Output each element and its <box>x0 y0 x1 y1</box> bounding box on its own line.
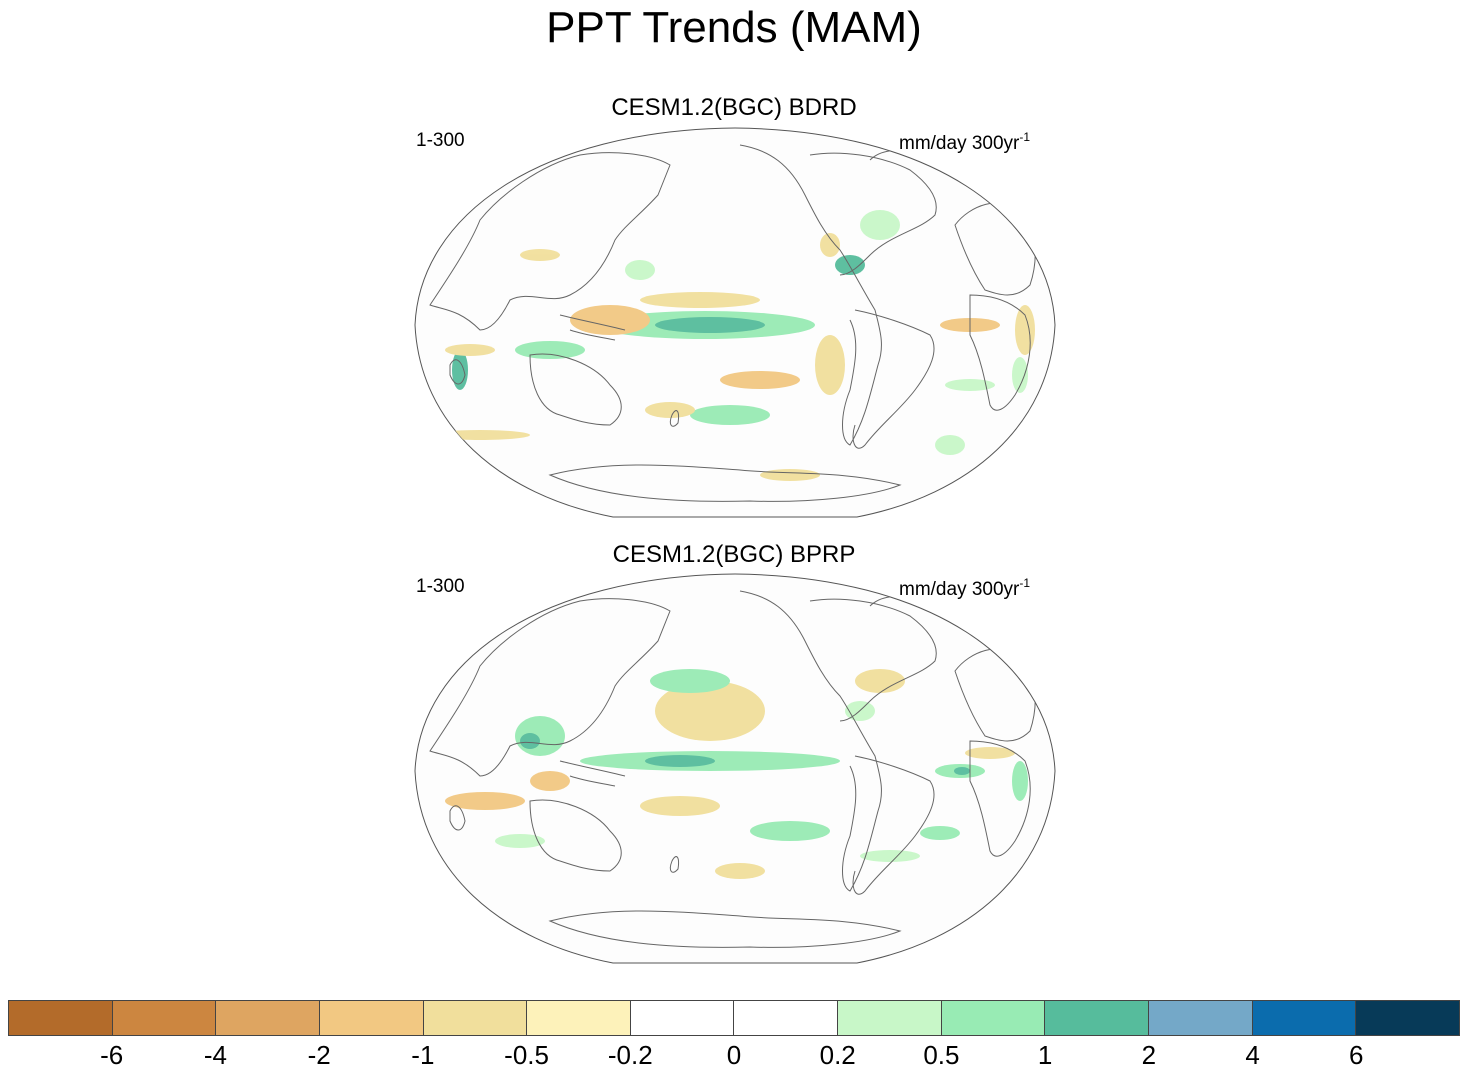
colorbar-box <box>112 1001 217 1035</box>
colorbar-box <box>1356 1001 1459 1035</box>
colorbar-tick-label: -2 <box>307 1040 331 1070</box>
colorbar-tick-label: -0.2 <box>607 1040 653 1070</box>
colorbar-tick-label: -4 <box>203 1040 227 1070</box>
colorbar-box <box>734 1001 839 1035</box>
world-map-2 <box>414 573 1056 964</box>
colorbar-tick-label: 2 <box>1141 1040 1157 1070</box>
trend-shading <box>430 210 1035 481</box>
colorbar-box <box>216 1001 320 1035</box>
colorbar-tick-label: 1 <box>1037 1040 1053 1070</box>
colorbar-box <box>1252 1001 1357 1035</box>
colorbar-box <box>9 1001 113 1035</box>
world-map-1 <box>414 127 1056 518</box>
colorbar-tick-label: 0.5 <box>923 1040 960 1070</box>
trend-shading <box>445 669 1028 879</box>
colorbar-box <box>527 1001 631 1035</box>
panel-title: CESM1.2(BGC) BPRP <box>612 541 856 568</box>
colorbar-box <box>1149 1001 1253 1035</box>
colorbar-tick-label: 4 <box>1245 1040 1260 1070</box>
colorbar-tick-label: 0.2 <box>819 1040 856 1070</box>
colorbar-tick-label: -6 <box>100 1040 124 1070</box>
colorbar-tick-label: 0 <box>726 1040 742 1070</box>
colorbar-tick-label: -0.5 <box>504 1040 549 1070</box>
panel-title: CESM1.2(BGC) BDRD <box>611 94 857 121</box>
colorbar-box <box>319 1001 424 1035</box>
colorbar-tick-label: 6 <box>1349 1040 1364 1070</box>
units-label: mm/day 300yr-1 <box>899 576 1031 600</box>
figure-title: PPT Trends (MAM) <box>546 3 922 52</box>
period-label: 1-300 <box>416 576 465 597</box>
colorbar-box <box>941 1001 1046 1035</box>
colorbar-box <box>838 1001 942 1035</box>
period-label: 1-300 <box>416 130 465 151</box>
units-label: mm/day 300yr-1 <box>899 130 1031 154</box>
colorbar <box>8 1000 1460 1036</box>
colorbar-tick-label: -1 <box>411 1040 435 1070</box>
colorbar-box <box>630 1001 735 1035</box>
colorbar-box <box>423 1001 528 1035</box>
colorbar-box <box>1045 1001 1150 1035</box>
